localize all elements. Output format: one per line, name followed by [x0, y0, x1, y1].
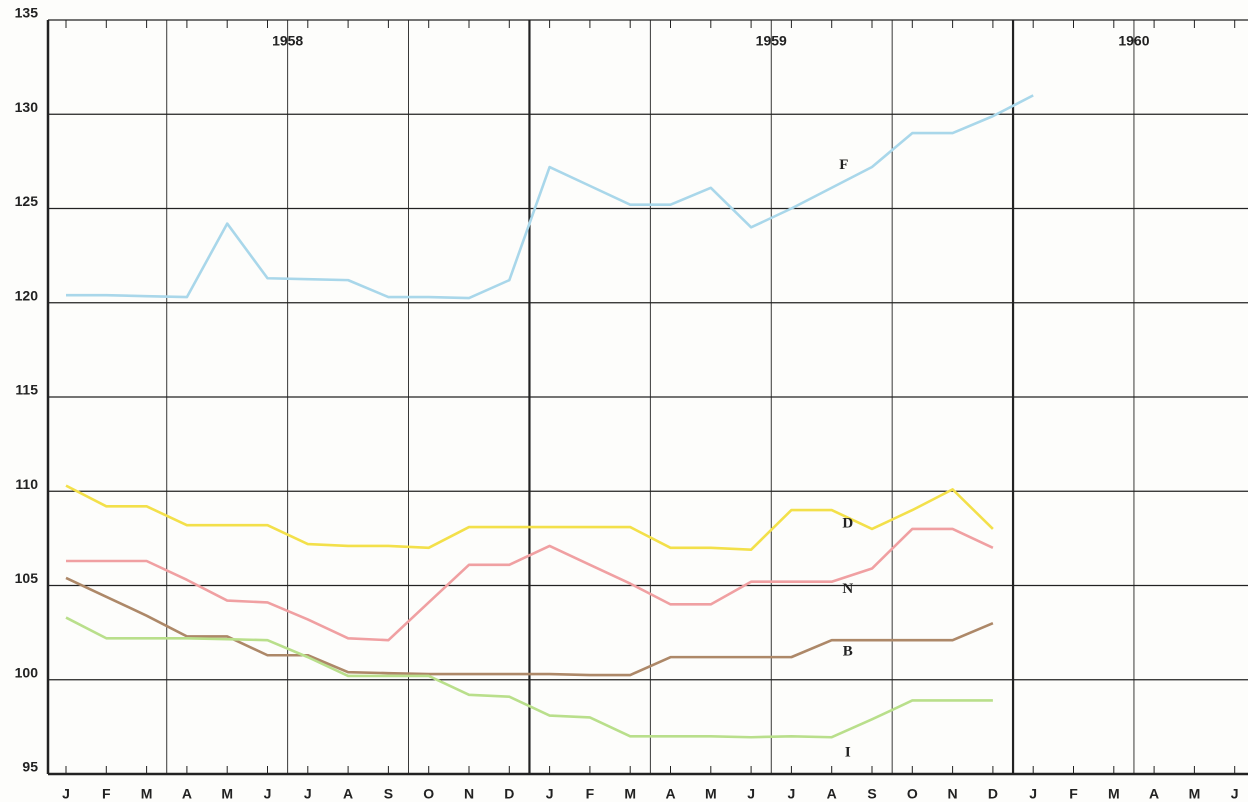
series-line: [66, 527, 994, 642]
x-tick-label: A: [343, 786, 353, 802]
x-tick-label: M: [705, 786, 717, 802]
series-label: B: [843, 644, 853, 660]
x-tick-label: F: [1069, 786, 1078, 802]
y-tick-label: 105: [15, 570, 39, 586]
y-tick-label: 115: [15, 382, 38, 398]
x-tick-label: D: [988, 786, 998, 802]
series-label: F: [839, 157, 848, 173]
x-tick-label: A: [1149, 786, 1159, 802]
year-label: 1959: [756, 33, 787, 49]
x-tick-label: J: [747, 786, 755, 802]
x-tick-label: A: [182, 786, 192, 802]
x-tick-label: M: [141, 786, 153, 802]
x-tick-label: J: [264, 786, 272, 802]
series-line: [65, 484, 994, 551]
year-label: 1958: [272, 33, 303, 49]
x-tick-label: M: [1189, 786, 1201, 802]
y-tick-label: 120: [15, 287, 39, 303]
x-tick-label: O: [423, 786, 434, 802]
series-label: D: [842, 516, 853, 532]
x-tick-label: J: [304, 786, 312, 802]
x-tick-label: J: [788, 786, 796, 802]
x-tick-label: D: [504, 786, 514, 802]
x-tick-label: J: [1231, 786, 1239, 802]
series-line: [66, 94, 1034, 300]
y-tick-label: 125: [15, 193, 39, 209]
y-tick-label: 100: [15, 664, 39, 680]
x-tick-label: J: [546, 786, 554, 802]
x-tick-label: N: [948, 786, 958, 802]
x-tick-label: S: [384, 786, 393, 802]
x-tick-label: O: [907, 786, 918, 802]
series-line: [65, 616, 993, 739]
x-tick-label: M: [221, 786, 233, 802]
x-tick-label: M: [624, 786, 636, 802]
series-line: [65, 576, 994, 677]
x-tick-label: F: [586, 786, 595, 802]
x-tick-label: A: [665, 786, 675, 802]
x-tick-label: F: [102, 786, 111, 802]
x-tick-label: N: [464, 786, 474, 802]
x-tick-label: J: [1029, 786, 1037, 802]
y-tick-label: 95: [22, 759, 38, 775]
series-label: N: [842, 581, 853, 597]
series-label: I: [845, 745, 851, 761]
x-tick-label: M: [1108, 786, 1120, 802]
x-tick-label: A: [827, 786, 837, 802]
y-tick-label: 135: [15, 5, 39, 21]
y-tick-label: 130: [15, 99, 39, 115]
x-tick-label: J: [62, 786, 70, 802]
year-label: 1960: [1118, 33, 1149, 49]
x-tick-label: S: [867, 786, 876, 802]
y-tick-label: 110: [15, 476, 38, 492]
